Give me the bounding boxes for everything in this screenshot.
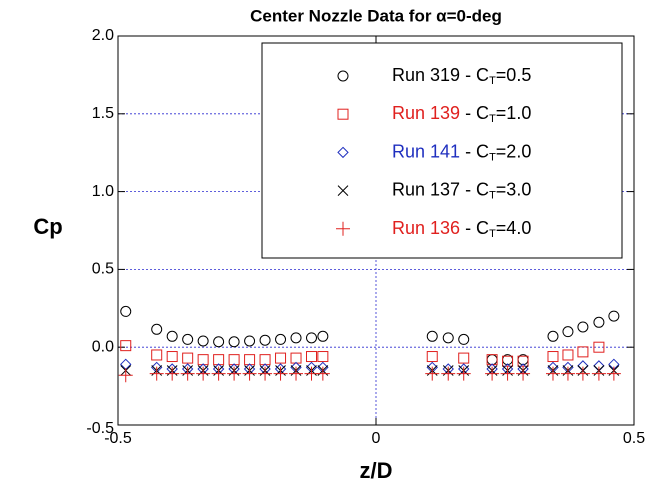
marker-circle bbox=[426, 330, 438, 342]
marker-plus bbox=[441, 366, 456, 381]
legend-label: Run 136 - CT=4.0 bbox=[392, 218, 531, 240]
legend-label: Run 319 - CT=0.5 bbox=[392, 65, 531, 87]
marker-square bbox=[244, 354, 256, 366]
marker-circle bbox=[442, 332, 454, 344]
y-tick-label: 1.5 bbox=[92, 105, 114, 122]
marker-plus bbox=[258, 366, 273, 381]
marker-plus bbox=[180, 366, 195, 381]
marker-diamond bbox=[337, 146, 349, 159]
marker-circle bbox=[151, 323, 163, 335]
x-tick-label: 0 bbox=[372, 430, 381, 447]
marker-plus bbox=[606, 366, 621, 381]
marker-square bbox=[228, 354, 240, 366]
marker-square bbox=[166, 351, 178, 363]
marker-square bbox=[259, 354, 271, 366]
marker-circle bbox=[577, 321, 589, 333]
marker-square bbox=[182, 352, 194, 364]
y-tick-label: -0.5 bbox=[86, 420, 114, 437]
marker-circle bbox=[259, 334, 271, 346]
marker-circle bbox=[244, 335, 256, 347]
marker-plus bbox=[575, 366, 590, 381]
marker-cross bbox=[337, 185, 349, 196]
y-axis-label: Cp bbox=[33, 214, 62, 239]
marker-circle bbox=[306, 332, 317, 344]
marker-circle bbox=[337, 70, 349, 82]
marker-plus bbox=[118, 368, 133, 383]
legend-label: Run 137 - CT=3.0 bbox=[392, 179, 531, 201]
marker-plus bbox=[149, 366, 164, 381]
marker-circle bbox=[120, 305, 132, 317]
marker-square bbox=[577, 346, 589, 358]
marker-plus bbox=[500, 366, 515, 381]
legend-label: Run 139 - CT=1.0 bbox=[392, 103, 531, 125]
legend-box bbox=[261, 42, 623, 259]
marker-plus bbox=[591, 366, 606, 381]
chart-title: Center Nozzle Data for α=0-deg bbox=[250, 6, 502, 25]
marker-circle bbox=[593, 316, 605, 328]
marker-square bbox=[458, 352, 470, 364]
marker-diamond bbox=[120, 358, 132, 371]
marker-plus bbox=[560, 366, 575, 381]
marker-square bbox=[120, 340, 132, 352]
marker-circle bbox=[458, 333, 470, 345]
marker-circle bbox=[197, 335, 209, 347]
marker-circle bbox=[317, 330, 329, 342]
marker-square bbox=[593, 341, 605, 353]
marker-circle bbox=[228, 336, 240, 348]
marker-plus bbox=[165, 366, 180, 381]
y-tick-label: 0.5 bbox=[92, 261, 114, 278]
marker-square bbox=[151, 349, 163, 361]
marker-circle bbox=[562, 326, 574, 338]
marker-square bbox=[275, 352, 287, 364]
marker-plus bbox=[485, 366, 500, 381]
marker-plus bbox=[211, 366, 226, 381]
marker-plus bbox=[227, 366, 242, 381]
y-tick-label: 1.0 bbox=[92, 183, 114, 200]
marker-plus bbox=[273, 366, 288, 381]
marker-square bbox=[337, 108, 349, 120]
marker-circle bbox=[182, 333, 194, 345]
marker-plus bbox=[289, 366, 304, 381]
marker-plus bbox=[196, 366, 211, 381]
marker-circle bbox=[486, 354, 498, 366]
marker-plus bbox=[315, 366, 330, 381]
marker-plus bbox=[336, 221, 350, 236]
y-tick-label: 0.0 bbox=[92, 338, 114, 355]
marker-square bbox=[213, 354, 225, 366]
x-tick-label: 0.5 bbox=[623, 430, 645, 447]
x-axis-label: z/D bbox=[360, 458, 393, 483]
x-tick-label: -0.5 bbox=[104, 430, 132, 447]
marker-circle bbox=[213, 336, 225, 348]
marker-plus bbox=[456, 366, 471, 381]
marker-square bbox=[562, 349, 574, 361]
marker-circle bbox=[166, 330, 178, 342]
marker-square bbox=[197, 354, 209, 366]
marker-square bbox=[547, 351, 559, 363]
marker-square bbox=[517, 355, 529, 367]
marker-plus bbox=[516, 366, 531, 381]
marker-square bbox=[290, 352, 302, 364]
marker-plus bbox=[545, 366, 560, 381]
marker-square bbox=[317, 351, 329, 363]
marker-square bbox=[426, 351, 438, 363]
marker-plus bbox=[242, 366, 257, 381]
marker-circle bbox=[547, 330, 559, 342]
marker-circle bbox=[275, 333, 287, 345]
marker-circle bbox=[608, 310, 620, 322]
marker-square bbox=[306, 351, 317, 363]
marker-plus bbox=[425, 366, 440, 381]
legend-label: Run 141 - CT=2.0 bbox=[392, 141, 531, 163]
marker-square bbox=[502, 355, 514, 367]
marker-circle bbox=[290, 332, 302, 344]
y-tick-label: 2.0 bbox=[92, 27, 114, 44]
